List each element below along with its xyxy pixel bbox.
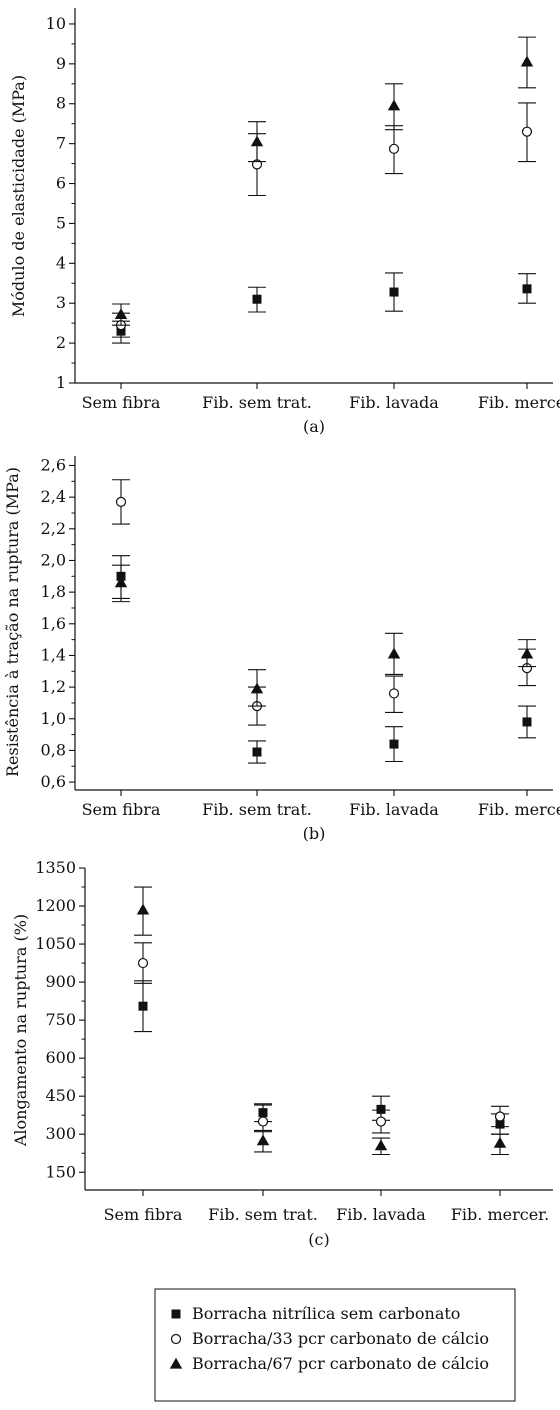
chart-panel-3: 150 300 450 600 750 900 1050 1200 1350 Sem fibra F… xyxy=(11,858,553,1249)
y-tick-label: 750 xyxy=(45,1010,76,1029)
x-tick-label: Fib. lavada xyxy=(349,800,439,819)
y-tick-label: 1 xyxy=(56,373,66,392)
data-point-triangle xyxy=(250,135,264,147)
data-point-circle xyxy=(115,496,127,508)
legend-label: Borracha nitrílica sem carbonato xyxy=(192,1304,460,1323)
data-point-triangle xyxy=(387,99,401,111)
y-tick-label: 2,2 xyxy=(41,519,66,538)
series-triangle xyxy=(112,564,536,707)
data-point-triangle xyxy=(256,1134,270,1146)
legend-box xyxy=(154,1288,516,1402)
y-tick-label: 3 xyxy=(56,293,66,312)
y-tick-label: 4 xyxy=(56,253,66,272)
data-point-square xyxy=(252,747,262,757)
y-tick-label: 900 xyxy=(45,972,76,991)
y-tick-label: 1,6 xyxy=(41,614,66,633)
series-triangle xyxy=(134,886,509,1156)
y-tick-label: 0,8 xyxy=(41,740,66,759)
x-tick-label: Fib. lavada xyxy=(349,393,439,412)
data-point-triangle xyxy=(114,308,128,320)
data-point-triangle xyxy=(136,903,150,915)
x-tick-label: Sem fibra xyxy=(104,1205,183,1224)
x-tick-label: Sem fibra xyxy=(82,800,161,819)
data-point-square xyxy=(522,284,532,294)
y-axis-label: Módulo de elasticidade (MPa) xyxy=(9,75,28,317)
series-square xyxy=(134,980,509,1135)
data-point-square xyxy=(376,1104,386,1114)
y-tick-label: 1350 xyxy=(35,858,76,877)
y-tick-label: 0,6 xyxy=(41,772,66,791)
y-tick-label: 1,0 xyxy=(41,709,66,728)
data-point-square xyxy=(389,287,399,297)
series-square xyxy=(112,272,536,344)
y-axis-label: Resistência à tração na ruptura (MPa) xyxy=(3,467,22,777)
legend-marker-circle xyxy=(170,1333,182,1345)
y-tick-label: 1,8 xyxy=(41,582,66,601)
series-circle xyxy=(112,479,536,726)
data-point-square xyxy=(389,739,399,749)
y-tick-label: 2 xyxy=(56,333,66,352)
series-triangle xyxy=(112,36,536,326)
y-tick-label: 1200 xyxy=(35,896,76,915)
x-tick-label: Fib. sem trat. xyxy=(208,1205,318,1224)
data-point-triangle xyxy=(520,55,534,67)
data-point-square xyxy=(138,1001,148,1011)
y-tick-label: 600 xyxy=(45,1048,76,1067)
x-tick-label: Sem fibra xyxy=(82,393,161,412)
y-tick-label: 150 xyxy=(45,1162,76,1181)
data-point-circle xyxy=(521,126,533,137)
x-tick-label: Fib. lavada xyxy=(336,1205,426,1224)
x-tick-label: Fib. mercer. xyxy=(478,393,560,412)
series-circle xyxy=(134,942,509,1134)
x-tick-label: Fib. sem trat. xyxy=(202,393,312,412)
legend-marker-square xyxy=(171,1309,181,1319)
y-tick-label: 2,6 xyxy=(41,455,66,474)
data-point-square xyxy=(252,294,262,304)
x-tick-label: Fib. mercer. xyxy=(478,800,560,819)
data-point-circle xyxy=(137,957,149,969)
x-tick-label: Fib. sem trat. xyxy=(202,800,312,819)
panel-label: (a) xyxy=(303,417,325,436)
panel-label: (b) xyxy=(303,824,326,843)
series-square xyxy=(112,555,536,764)
series-circle xyxy=(112,102,536,338)
y-tick-label: 8 xyxy=(56,94,66,113)
data-point-circle xyxy=(494,1111,506,1122)
panel-label: (c) xyxy=(308,1230,329,1249)
y-tick-label: 450 xyxy=(45,1086,76,1105)
y-tick-label: 2,4 xyxy=(41,487,66,506)
data-point-triangle xyxy=(250,682,264,694)
y-tick-label: 2,0 xyxy=(41,550,66,569)
legend: Borracha nitrílica sem carbonato Borracha… xyxy=(154,1288,516,1402)
data-point-triangle xyxy=(520,647,534,659)
legend-marker-triangle xyxy=(169,1357,183,1369)
y-axis-label: Alongamento na ruptura (%) xyxy=(11,914,30,1147)
data-point-square xyxy=(522,717,532,727)
y-tick-label: 1,2 xyxy=(41,677,66,696)
y-tick-label: 1050 xyxy=(35,934,76,953)
y-tick-label: 6 xyxy=(56,174,66,193)
data-point-circle xyxy=(388,688,400,699)
y-tick-label: 10 xyxy=(46,14,66,33)
data-point-circle xyxy=(388,143,400,154)
y-tick-label: 5 xyxy=(56,213,66,232)
data-point-triangle xyxy=(114,576,128,588)
y-tick-label: 9 xyxy=(56,54,66,73)
legend-label: Borracha/33 pcr carbonato de cálcio xyxy=(192,1329,489,1348)
y-tick-label: 7 xyxy=(56,134,66,153)
chart-panel-1: 1 2 3 4 5 6 7 8 9 10 Sem fibra Fib. sem trat. Fib. l… xyxy=(9,8,560,436)
data-point-triangle xyxy=(493,1136,507,1148)
y-tick-label: 1,4 xyxy=(41,645,66,664)
x-tick-label: Fib. mercer. xyxy=(451,1205,549,1224)
data-point-triangle xyxy=(374,1139,388,1151)
data-point-triangle xyxy=(387,647,401,659)
chart-panel-2: 0,6 0,8 1,0 1,2 1,4 1,6 1,8 2,0 2,2 2,4 2,6 Sem fib… xyxy=(3,455,560,843)
legend-label: Borracha/67 pcr carbonato de cálcio xyxy=(192,1354,489,1373)
y-tick-label: 300 xyxy=(45,1124,76,1143)
data-point-circle xyxy=(375,1116,387,1127)
data-point-circle xyxy=(257,1116,269,1127)
